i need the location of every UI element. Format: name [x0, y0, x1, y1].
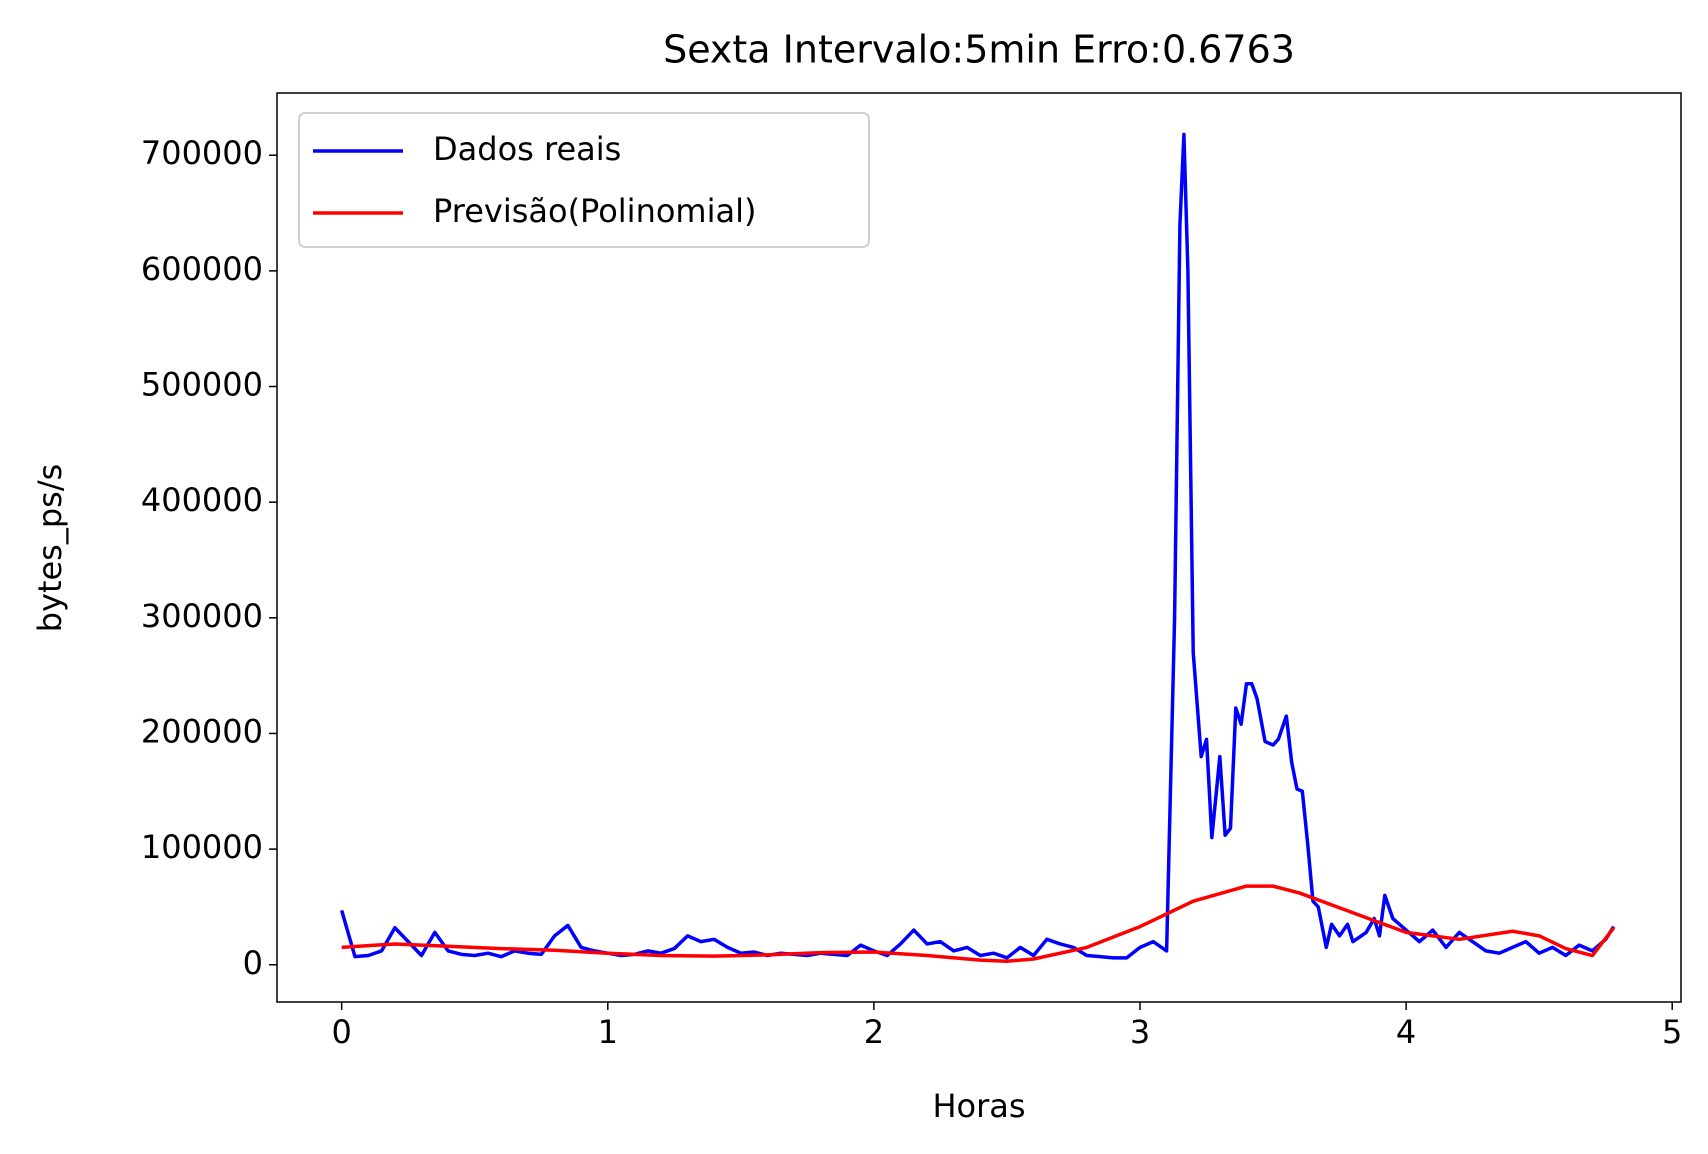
x-tick-label: 5: [1662, 1013, 1682, 1051]
y-tick-label: 400000: [141, 481, 263, 519]
y-tick-label: 500000: [141, 366, 263, 404]
chart-title: Sexta Intervalo:5min Erro:0.6763: [663, 28, 1295, 72]
y-axis-label: bytes_ps/s: [31, 464, 69, 633]
legend-label: Dados reais: [433, 130, 621, 168]
data-line: [339, 132, 1616, 960]
x-tick-label: 3: [1130, 1013, 1150, 1051]
x-tick-label: 0: [331, 1013, 351, 1051]
y-tick-label: 700000: [141, 134, 263, 172]
x-tick-label: 1: [598, 1013, 618, 1051]
x-tick-label: 2: [864, 1013, 884, 1051]
data-line: [341, 884, 1616, 964]
y-tick-label: 600000: [141, 250, 263, 288]
x-axis-label: Horas: [932, 1087, 1025, 1125]
y-tick-label: 100000: [141, 828, 263, 866]
y-tick-label: 200000: [141, 712, 263, 750]
y-tick-label: 0: [243, 944, 263, 982]
x-tick-label: 4: [1396, 1013, 1416, 1051]
legend-box: [298, 112, 870, 248]
plot-frame: [276, 92, 1682, 1003]
legend-label: Previsão(Polinomial): [433, 192, 756, 230]
y-tick-label: 300000: [141, 597, 263, 635]
